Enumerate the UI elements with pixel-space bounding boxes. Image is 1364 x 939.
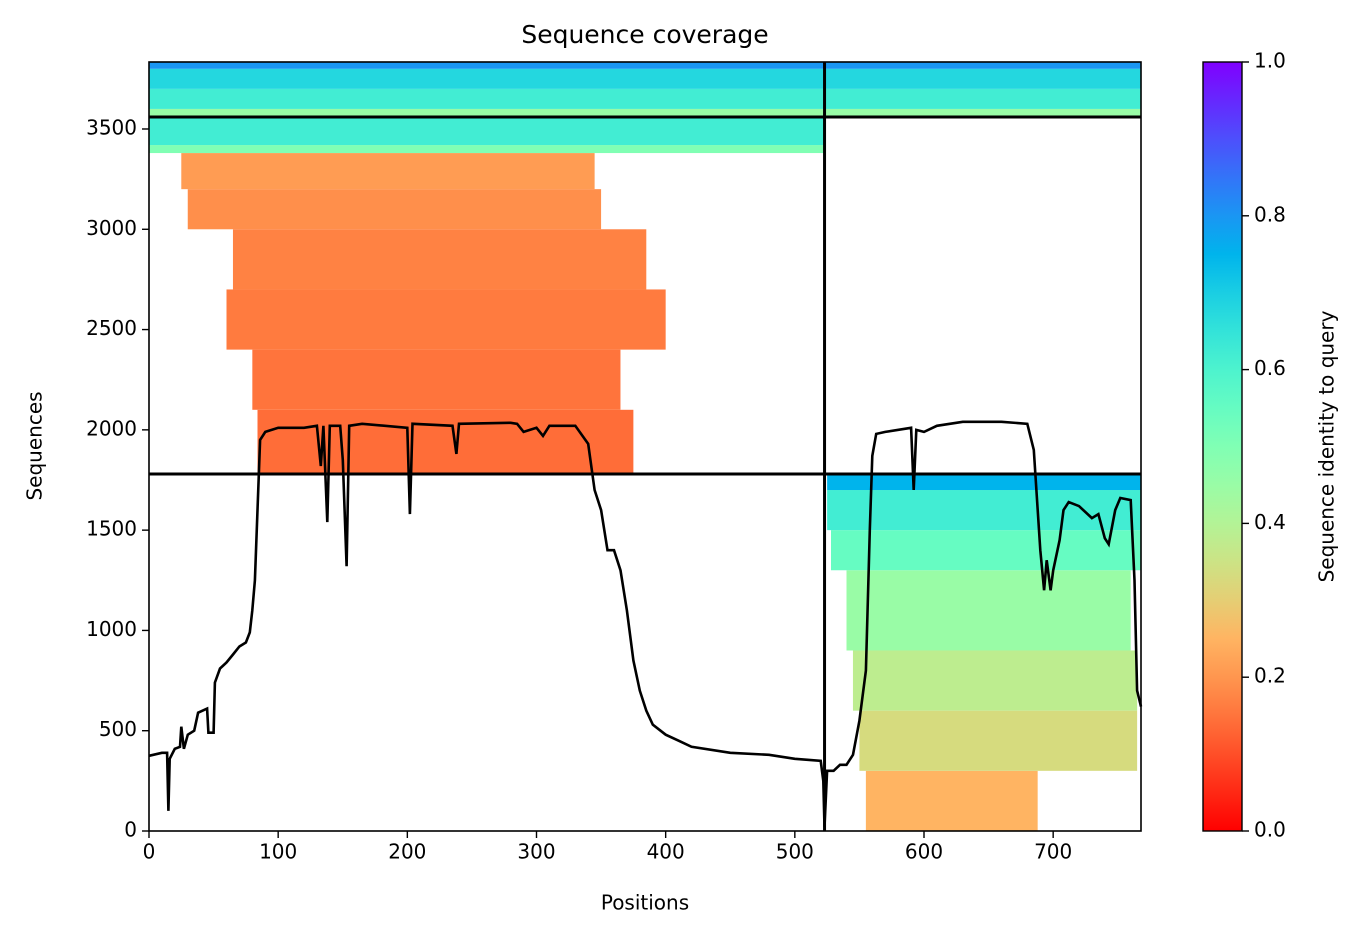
msa-block <box>232 229 647 290</box>
msa-block <box>846 570 1131 651</box>
colorbar-tick-label: 1.0 <box>1254 49 1286 73</box>
x-axis-label: Positions <box>601 891 689 915</box>
y-tick-label: 1500 <box>86 517 137 541</box>
x-tick-label: 700 <box>1034 840 1072 864</box>
colorbar-tick-label: 0.6 <box>1254 356 1286 380</box>
colorbar-label: Sequence identity to query <box>1315 310 1339 582</box>
chart-title: Sequence coverage <box>521 20 768 49</box>
y-tick-label: 500 <box>99 717 137 741</box>
msa-block <box>149 108 1141 117</box>
msa-block <box>827 490 1141 531</box>
colorbar-tick-label: 0.2 <box>1254 664 1286 688</box>
x-tick-label: 500 <box>776 840 814 864</box>
msa-block <box>149 68 1141 89</box>
colorbar-tick-label: 0.8 <box>1254 202 1286 226</box>
x-tick-label: 600 <box>905 840 943 864</box>
y-tick-label: 0 <box>124 818 137 842</box>
msa-block <box>859 710 1138 771</box>
msa-block <box>149 145 825 154</box>
x-tick-label: 100 <box>259 840 297 864</box>
msa-block <box>149 116 825 146</box>
y-tick-label: 3500 <box>86 115 137 139</box>
msa-block <box>831 530 1141 571</box>
msa-block <box>149 88 1141 109</box>
msa-block <box>187 189 602 230</box>
colorbar <box>1202 61 1243 832</box>
msa-block <box>852 650 1138 711</box>
msa-block <box>827 473 1141 491</box>
msa-block <box>865 770 1038 831</box>
msa-block <box>149 62 1141 69</box>
colorbar-tick-label: 0.4 <box>1254 510 1286 534</box>
y-tick-label: 2500 <box>86 316 137 340</box>
y-axis-label: Sequences <box>23 391 47 500</box>
msa-block <box>257 409 634 474</box>
x-tick-label: 400 <box>647 840 685 864</box>
y-tick-label: 3000 <box>86 216 137 240</box>
x-tick-label: 0 <box>143 840 156 864</box>
colorbar-tick-label: 0.0 <box>1254 818 1286 842</box>
y-tick-label: 1000 <box>86 617 137 641</box>
msa-block <box>181 153 595 190</box>
x-tick-label: 300 <box>517 840 555 864</box>
x-tick-label: 200 <box>388 840 426 864</box>
plot-frame <box>148 61 1142 832</box>
msa-block <box>252 349 621 410</box>
y-tick-label: 2000 <box>86 416 137 440</box>
coverage-line <box>148 420 1143 828</box>
msa-block <box>226 289 666 350</box>
